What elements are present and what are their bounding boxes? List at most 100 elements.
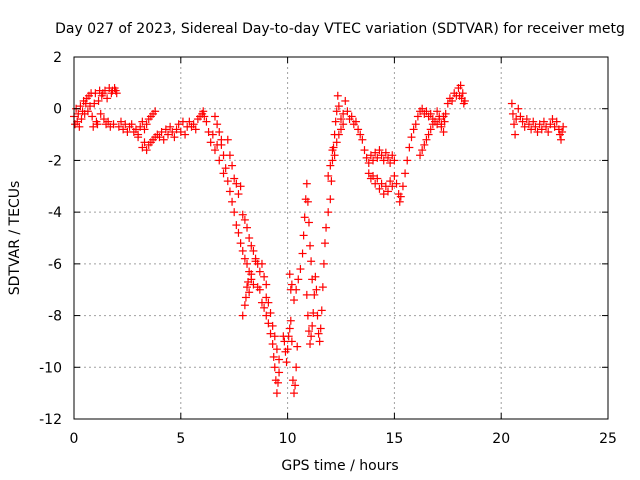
data-point	[268, 321, 277, 330]
data-point	[251, 257, 260, 266]
data-point	[373, 174, 382, 183]
plot-frame	[73, 56, 609, 420]
data-point	[422, 107, 431, 116]
data-point	[304, 218, 313, 227]
data-point	[426, 109, 435, 118]
y-tick-label: -4	[48, 205, 62, 221]
data-point	[268, 340, 277, 349]
data-point	[204, 127, 213, 136]
data-point	[168, 127, 177, 136]
data-point	[308, 321, 317, 330]
data-point	[460, 96, 469, 105]
data-point	[103, 94, 112, 103]
data-point	[298, 249, 307, 258]
data-point	[320, 239, 329, 248]
data-point	[240, 215, 249, 224]
data-point	[443, 99, 452, 108]
data-point	[362, 153, 371, 162]
data-point	[343, 107, 352, 116]
data-point	[524, 120, 533, 129]
data-point	[311, 272, 320, 281]
data-point	[318, 283, 327, 292]
data-point	[313, 311, 322, 320]
data-point	[307, 332, 316, 341]
data-point	[322, 223, 331, 232]
data-point	[341, 96, 350, 105]
data-point	[304, 327, 313, 336]
data-point	[328, 156, 337, 165]
data-point	[426, 125, 435, 134]
y-tick-label: -2	[48, 153, 62, 169]
data-point	[257, 259, 266, 268]
data-point	[228, 197, 237, 206]
data-point	[296, 265, 305, 274]
data-point	[73, 117, 82, 126]
data-point	[232, 221, 241, 230]
data-point	[332, 107, 341, 116]
data-point	[510, 120, 519, 129]
data-point	[383, 187, 392, 196]
data-point	[512, 115, 521, 124]
data-point	[337, 115, 345, 124]
data-point	[364, 169, 373, 178]
x-tick-label: 20	[492, 431, 510, 447]
ticks: 0 5 10 15 20 25 -12 -10 -8 -6 -4 -2 0 2	[39, 50, 617, 447]
data-point	[174, 120, 183, 129]
data-point	[514, 104, 523, 113]
data-point	[142, 146, 151, 155]
data-point	[379, 156, 388, 165]
data-point	[364, 159, 373, 168]
data-point	[520, 122, 529, 131]
data-point	[356, 130, 365, 139]
data-point	[291, 381, 300, 390]
data-point	[159, 135, 168, 144]
data-point	[136, 122, 145, 131]
data-point	[238, 210, 247, 219]
data-point	[420, 140, 429, 149]
data-points	[70, 81, 568, 398]
data-point	[240, 254, 249, 263]
data-point	[210, 146, 219, 155]
data-point	[270, 332, 279, 341]
data-point	[334, 130, 343, 139]
data-point	[375, 146, 384, 155]
data-point	[354, 125, 363, 134]
data-point	[531, 122, 540, 131]
x-tick-label: 5	[176, 431, 185, 447]
data-point	[358, 135, 367, 144]
data-point	[89, 122, 98, 131]
data-point	[142, 120, 151, 129]
grid	[74, 57, 608, 419]
data-point	[398, 182, 407, 191]
data-point	[264, 298, 273, 307]
y-tick-label: 2	[53, 50, 62, 66]
y-axis-label: SDTVAR / TECUs	[7, 181, 23, 296]
data-point	[418, 146, 427, 155]
data-point	[217, 140, 226, 149]
data-point	[381, 148, 390, 157]
data-point	[324, 171, 333, 180]
data-point	[134, 133, 143, 142]
data-point	[285, 324, 294, 333]
data-point	[558, 127, 567, 136]
data-point	[215, 127, 224, 136]
data-point	[284, 332, 293, 341]
data-point	[312, 285, 321, 294]
data-point	[91, 89, 100, 98]
data-point	[185, 117, 194, 126]
data-point	[116, 117, 125, 126]
data-point	[339, 109, 348, 118]
data-point	[369, 171, 378, 180]
data-point	[347, 112, 356, 121]
data-point	[86, 102, 95, 111]
data-point	[433, 107, 442, 116]
data-point	[351, 117, 360, 126]
data-point	[386, 159, 395, 168]
data-point	[411, 120, 420, 129]
data-point	[522, 115, 531, 124]
data-point	[456, 81, 465, 90]
data-point	[114, 122, 123, 131]
data-point	[236, 182, 245, 191]
data-point	[266, 308, 275, 317]
